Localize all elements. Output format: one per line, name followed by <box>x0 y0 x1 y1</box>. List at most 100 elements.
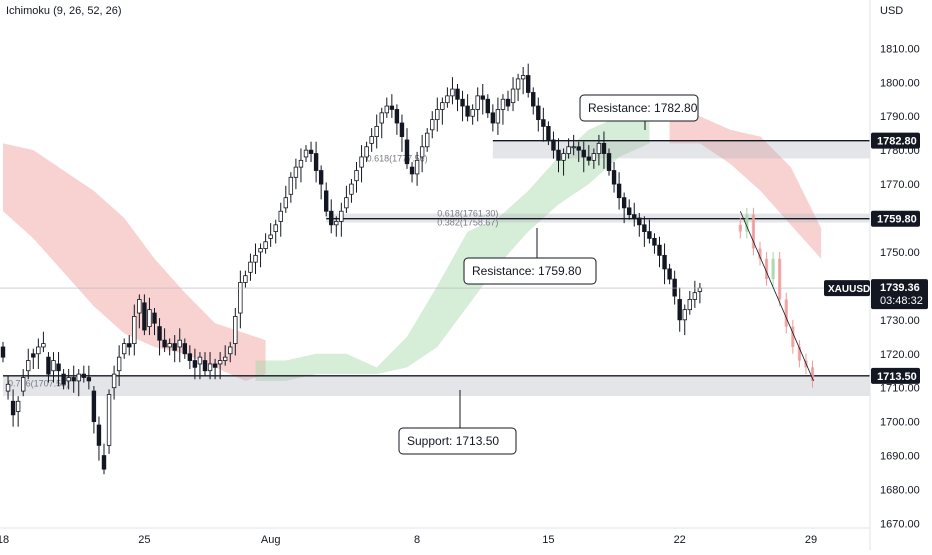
candle[interactable] <box>566 146 571 154</box>
candle[interactable] <box>460 98 465 107</box>
candle[interactable] <box>273 224 278 233</box>
candle[interactable] <box>248 261 253 273</box>
candle[interactable] <box>541 119 546 127</box>
candle[interactable] <box>202 360 208 372</box>
candle[interactable] <box>596 142 602 154</box>
candle[interactable] <box>36 346 41 355</box>
candle[interactable] <box>677 299 682 321</box>
candle[interactable] <box>364 146 369 158</box>
candle[interactable] <box>667 268 672 280</box>
candle[interactable] <box>122 343 127 355</box>
candle[interactable] <box>672 278 677 297</box>
candle[interactable] <box>692 292 698 300</box>
candle[interactable] <box>157 326 162 341</box>
candle[interactable] <box>697 287 703 292</box>
candle[interactable] <box>101 455 107 470</box>
indicator-label[interactable]: Ichimoku (9, 26, 52, 26) <box>6 5 122 17</box>
candle[interactable] <box>71 377 76 382</box>
candle[interactable] <box>349 183 354 195</box>
candle[interactable] <box>142 302 147 331</box>
candle[interactable] <box>51 360 56 372</box>
last-price-badge[interactable] <box>871 279 928 310</box>
candle[interactable] <box>187 353 193 361</box>
candle[interactable] <box>379 112 384 124</box>
candle[interactable] <box>662 254 667 270</box>
candle[interactable] <box>222 356 228 361</box>
candle[interactable] <box>228 346 233 355</box>
candle[interactable] <box>20 377 26 392</box>
candle[interactable] <box>283 197 288 209</box>
candle[interactable] <box>41 343 46 348</box>
candle[interactable] <box>424 132 430 148</box>
candle[interactable] <box>167 343 172 348</box>
candle[interactable] <box>546 126 551 141</box>
candle[interactable] <box>323 190 329 212</box>
candle[interactable] <box>298 159 304 168</box>
candle[interactable] <box>409 166 415 175</box>
candle[interactable] <box>5 383 11 392</box>
level-badge[interactable] <box>871 132 920 149</box>
candle[interactable] <box>0 346 6 358</box>
candle[interactable] <box>637 217 642 226</box>
candle[interactable] <box>137 299 142 314</box>
candle[interactable] <box>268 234 273 239</box>
candle[interactable] <box>26 360 31 372</box>
candle[interactable] <box>500 98 506 110</box>
candle[interactable] <box>632 214 637 219</box>
candle[interactable] <box>10 400 16 416</box>
candle[interactable] <box>520 75 526 80</box>
candle[interactable] <box>515 78 521 90</box>
candle[interactable] <box>253 254 258 263</box>
candle[interactable] <box>313 153 319 171</box>
candle[interactable] <box>132 316 137 344</box>
symbol-badge[interactable] <box>824 280 870 297</box>
candle[interactable] <box>556 149 561 161</box>
candle[interactable] <box>66 377 71 382</box>
candle[interactable] <box>369 136 374 144</box>
candle[interactable] <box>233 316 238 344</box>
candle[interactable] <box>31 353 36 358</box>
candle[interactable] <box>329 210 334 226</box>
candle[interactable] <box>419 146 425 158</box>
candle[interactable] <box>455 88 460 100</box>
candle[interactable] <box>384 105 389 114</box>
candle[interactable] <box>576 146 581 151</box>
candle[interactable] <box>465 105 470 117</box>
candle[interactable] <box>127 343 132 348</box>
candle[interactable] <box>450 88 455 97</box>
candle[interactable] <box>293 166 299 178</box>
candle[interactable] <box>647 231 652 239</box>
candle[interactable] <box>591 153 597 161</box>
candle[interactable] <box>480 95 485 100</box>
candle[interactable] <box>197 356 203 365</box>
callout[interactable]: Resistance: 1759.80 <box>463 228 597 285</box>
candle[interactable] <box>61 373 66 385</box>
candle[interactable] <box>278 210 283 222</box>
callout[interactable]: Support: 1713.50 <box>398 390 517 455</box>
candle[interactable] <box>495 109 501 124</box>
candle[interactable] <box>86 377 92 382</box>
candle[interactable] <box>46 356 51 375</box>
candle[interactable] <box>207 363 213 372</box>
candle[interactable] <box>106 394 112 446</box>
candle[interactable] <box>172 343 177 351</box>
candle[interactable] <box>642 224 647 233</box>
candle[interactable] <box>394 109 400 124</box>
candle[interactable] <box>445 95 450 104</box>
candle[interactable] <box>76 373 81 382</box>
candle[interactable] <box>682 309 687 321</box>
candle[interactable] <box>162 339 167 348</box>
candle[interactable] <box>435 109 440 121</box>
candle[interactable] <box>308 149 314 154</box>
candle[interactable] <box>531 92 536 107</box>
candle[interactable] <box>111 373 117 389</box>
candle[interactable] <box>243 275 248 283</box>
candle[interactable] <box>303 149 309 158</box>
candle[interactable] <box>192 360 198 368</box>
candle[interactable] <box>91 390 97 423</box>
candle[interactable] <box>177 339 182 348</box>
candle[interactable] <box>389 105 395 110</box>
candle[interactable] <box>258 248 263 253</box>
candle[interactable] <box>263 241 268 249</box>
